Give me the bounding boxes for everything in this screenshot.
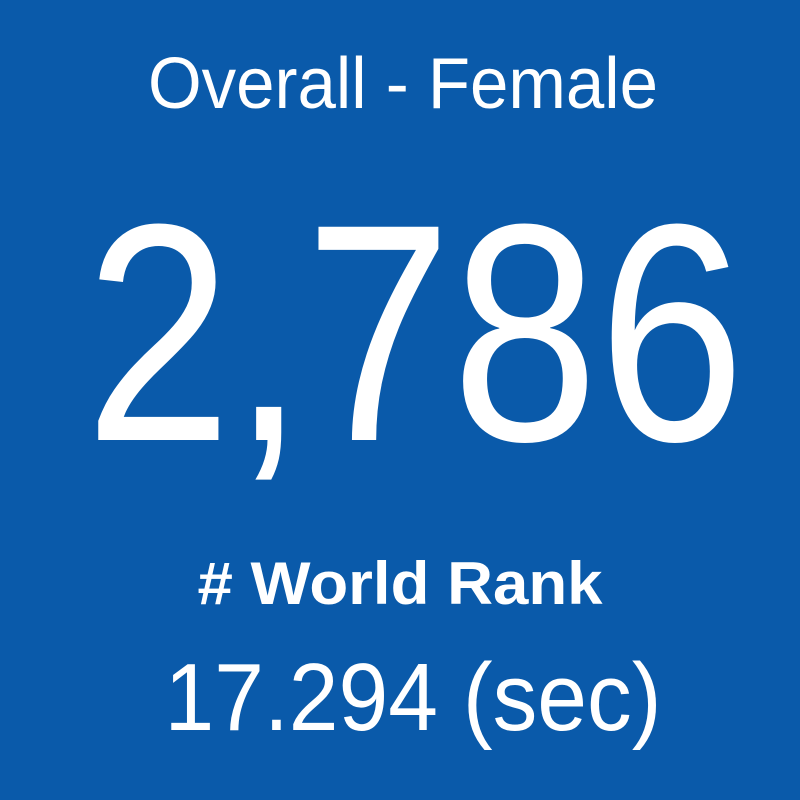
tile-title: Overall - Female	[148, 44, 658, 124]
metric-detail: 17.294 (sec)	[165, 644, 662, 751]
metric-label: # World Rank	[198, 550, 604, 617]
metric-value: 2,786	[85, 159, 745, 506]
